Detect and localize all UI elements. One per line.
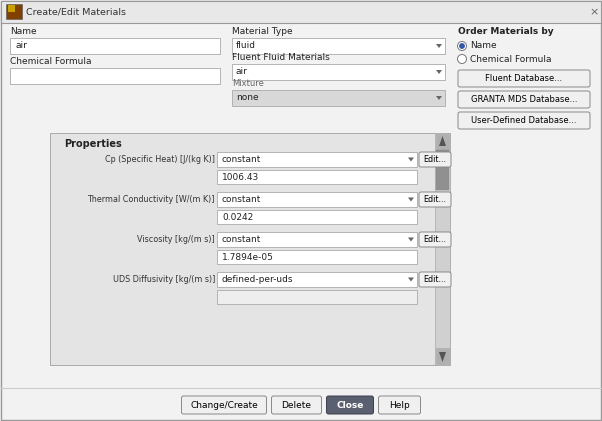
FancyBboxPatch shape	[419, 192, 451, 207]
Text: air: air	[15, 42, 27, 51]
Text: Fluent Database...: Fluent Database...	[485, 74, 562, 83]
Text: air: air	[236, 67, 248, 77]
Text: Chemical Formula: Chemical Formula	[470, 54, 551, 64]
Text: GRANTA MDS Database...: GRANTA MDS Database...	[471, 95, 577, 104]
FancyBboxPatch shape	[419, 272, 451, 287]
FancyBboxPatch shape	[217, 152, 417, 167]
Text: 1006.43: 1006.43	[222, 173, 259, 181]
Text: Name: Name	[10, 27, 37, 37]
FancyBboxPatch shape	[435, 133, 450, 365]
Text: Order Materials by: Order Materials by	[458, 27, 554, 37]
Text: fluid: fluid	[236, 42, 256, 51]
FancyBboxPatch shape	[232, 38, 445, 54]
FancyBboxPatch shape	[419, 232, 451, 247]
Text: 0.0242: 0.0242	[222, 213, 253, 221]
Text: Create/Edit Materials: Create/Edit Materials	[26, 8, 126, 16]
Text: Edit...: Edit...	[423, 275, 447, 284]
Text: Edit...: Edit...	[423, 195, 447, 204]
Text: constant: constant	[221, 195, 261, 204]
Polygon shape	[408, 277, 414, 282]
Text: Edit...: Edit...	[423, 235, 447, 244]
FancyBboxPatch shape	[436, 134, 449, 150]
FancyBboxPatch shape	[458, 70, 590, 87]
Text: none: none	[236, 93, 259, 102]
FancyBboxPatch shape	[217, 250, 417, 264]
Text: Change/Create: Change/Create	[190, 400, 258, 410]
FancyBboxPatch shape	[8, 5, 15, 12]
FancyBboxPatch shape	[10, 68, 220, 84]
FancyBboxPatch shape	[379, 396, 421, 414]
Text: Delete: Delete	[282, 400, 311, 410]
FancyBboxPatch shape	[1, 1, 601, 23]
FancyBboxPatch shape	[419, 152, 451, 167]
Text: Viscosity [kg/(m s)]: Viscosity [kg/(m s)]	[137, 235, 215, 244]
FancyBboxPatch shape	[217, 232, 417, 247]
FancyBboxPatch shape	[217, 290, 417, 304]
Text: Thermal Conductivity [W/(m K)]: Thermal Conductivity [W/(m K)]	[87, 195, 215, 204]
Text: Help: Help	[389, 400, 410, 410]
Text: Name: Name	[470, 42, 497, 51]
Text: Properties: Properties	[64, 139, 122, 149]
FancyBboxPatch shape	[181, 396, 267, 414]
Text: defined-per-uds: defined-per-uds	[221, 275, 293, 284]
Text: constant: constant	[221, 155, 261, 164]
Text: Edit...: Edit...	[423, 155, 447, 164]
Polygon shape	[436, 70, 442, 74]
Polygon shape	[408, 157, 414, 162]
FancyBboxPatch shape	[217, 170, 417, 184]
FancyBboxPatch shape	[50, 133, 450, 365]
Circle shape	[460, 44, 464, 48]
Polygon shape	[408, 197, 414, 202]
Text: Fluent Fluid Materials: Fluent Fluid Materials	[232, 53, 330, 62]
FancyBboxPatch shape	[232, 90, 445, 106]
FancyBboxPatch shape	[436, 150, 449, 190]
FancyBboxPatch shape	[10, 38, 220, 54]
Text: 1.7894e-05: 1.7894e-05	[222, 253, 274, 261]
FancyBboxPatch shape	[217, 210, 417, 224]
Circle shape	[458, 54, 467, 64]
Text: Mixture: Mixture	[232, 80, 264, 88]
FancyBboxPatch shape	[217, 192, 417, 207]
Text: Close: Close	[337, 400, 364, 410]
Polygon shape	[436, 44, 442, 48]
Text: Chemical Formula: Chemical Formula	[10, 58, 92, 67]
Text: constant: constant	[221, 235, 261, 244]
Polygon shape	[439, 136, 446, 146]
Text: ×: ×	[589, 7, 598, 17]
FancyBboxPatch shape	[217, 272, 417, 287]
Text: Material Type: Material Type	[232, 27, 293, 37]
FancyBboxPatch shape	[458, 91, 590, 108]
Circle shape	[458, 42, 467, 51]
Polygon shape	[439, 352, 446, 362]
FancyBboxPatch shape	[272, 396, 321, 414]
FancyBboxPatch shape	[436, 348, 449, 364]
FancyBboxPatch shape	[458, 112, 590, 129]
Text: Cp (Specific Heat) [J/(kg K)]: Cp (Specific Heat) [J/(kg K)]	[105, 155, 215, 164]
Text: User-Defined Database...: User-Defined Database...	[471, 116, 577, 125]
FancyBboxPatch shape	[232, 64, 445, 80]
Polygon shape	[436, 96, 442, 100]
Polygon shape	[408, 237, 414, 242]
FancyBboxPatch shape	[6, 4, 22, 19]
Text: UDS Diffusivity [kg/(m s)]: UDS Diffusivity [kg/(m s)]	[113, 275, 215, 284]
FancyBboxPatch shape	[326, 396, 373, 414]
